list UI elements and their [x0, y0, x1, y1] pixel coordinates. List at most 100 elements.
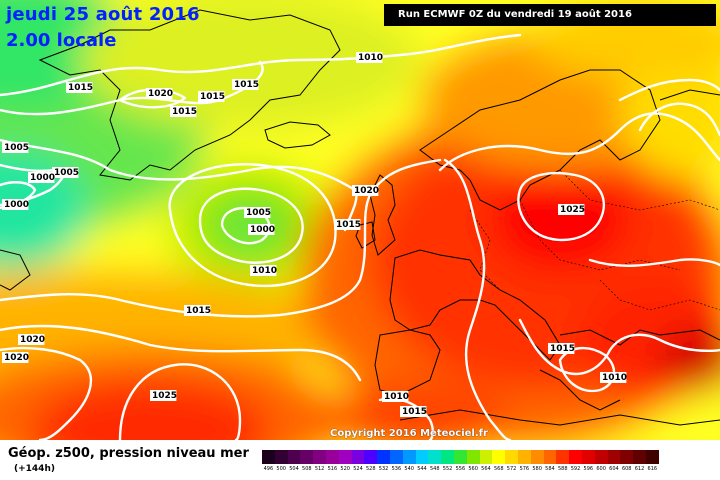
color-scale-swatch: [466, 450, 480, 464]
color-scale-swatch: [377, 450, 390, 464]
color-scale-label: 564: [481, 466, 491, 472]
isobar-label-bg: [52, 167, 79, 178]
color-scale-swatch: [325, 450, 339, 464]
color-scale-swatch: [581, 450, 595, 464]
color-scale-swatch: [364, 450, 378, 464]
color-scale-swatch: [594, 450, 608, 464]
isobar-label-bg: [18, 334, 45, 345]
color-scale-label: 576: [519, 466, 530, 472]
isobar-label-bg: [150, 390, 177, 401]
color-scale-swatch: [287, 450, 301, 464]
geopotential-map: 1010 1015 1020 1015 1015 1015 1005 1005 1000 1000…: [0, 0, 720, 440]
isobar-label: 1015: [172, 107, 197, 117]
color-scale-label: 516: [327, 466, 338, 472]
isobar-label-bg: [244, 207, 271, 218]
color-scale-label: 532: [378, 466, 389, 472]
color-scale-swatch: [645, 450, 659, 464]
color-scale-label: 580: [532, 466, 542, 472]
color-scale-label: 512: [314, 466, 325, 472]
color-scale-label: 548: [429, 466, 440, 472]
color-scale: [262, 450, 659, 464]
isobar-label-bg: [600, 372, 627, 383]
color-scale-swatch: [556, 450, 570, 464]
color-scale-label: 588: [557, 466, 568, 472]
isobar-label-bg: [248, 224, 275, 235]
isobar-label-bg: [558, 204, 585, 215]
coastlines: [0, 9, 720, 426]
color-scale-swatch: [633, 450, 646, 464]
color-scale-swatch: [607, 450, 621, 464]
color-scale-swatch: [492, 450, 506, 464]
isobar-label: 1020: [4, 353, 29, 363]
color-scale-swatch: [338, 450, 352, 464]
color-scale-swatch: [505, 450, 518, 464]
color-scale-label: 496: [263, 466, 274, 472]
color-scale-label: 600: [596, 466, 606, 472]
isobar-label: 1000: [250, 225, 275, 235]
color-scale-swatch: [274, 450, 288, 464]
isobar-labels: 1010 1015 1020 1015 1015 1015 1005 1005 1000 1000…: [2, 52, 627, 417]
isobar-label-bg: [2, 142, 29, 153]
color-scale-swatch: [415, 450, 429, 464]
isobar-label: 1010: [602, 373, 627, 383]
color-scale-labels: 496 500 504 508 512 516 520 524 528 532 536 540 544 5…: [262, 466, 659, 472]
color-scale-swatch: [389, 450, 403, 464]
legend-subtitle: (+144h): [14, 464, 55, 474]
color-scale-label: 540: [404, 466, 414, 472]
isobar-label-bg: [548, 343, 575, 354]
isobar-label: 1005: [4, 143, 29, 153]
isobar-label: 1000: [4, 200, 29, 210]
isobar-label: 1015: [550, 344, 575, 354]
color-scale-label: 552: [442, 466, 453, 472]
isobar-label-bg: [250, 265, 277, 276]
isobar-label-bg: [232, 79, 259, 90]
isobar-label-bg: [356, 52, 383, 63]
color-scale-swatch: [479, 450, 493, 464]
color-scale-swatch: [313, 450, 326, 464]
color-scale-label: 536: [391, 466, 402, 472]
color-scale-label: 504: [289, 466, 299, 472]
color-scale-label: 524: [353, 466, 363, 472]
isobar-label: 1015: [336, 220, 361, 230]
color-scale-label: 500: [276, 466, 286, 472]
color-scale-label: 568: [493, 466, 504, 472]
isobar-label-bg: [334, 219, 361, 230]
color-scale-label: 612: [634, 466, 645, 472]
color-scale-label: 592: [570, 466, 581, 472]
color-scale-swatch: [543, 450, 557, 464]
isobar-label: 1020: [20, 335, 45, 345]
isobar-label: 1020: [354, 186, 379, 196]
model-run-label: Run ECMWF 0Z du vendredi 19 août 2016: [384, 4, 716, 26]
isobar-label: 1010: [384, 392, 409, 402]
color-scale-swatch: [351, 450, 365, 464]
color-scale-swatch: [441, 450, 454, 464]
isobar-label: 1010: [252, 266, 277, 276]
isobar-label-bg: [2, 352, 29, 363]
geopotential-color-field: [0, 0, 720, 440]
isobar-label-bg: [146, 88, 173, 99]
color-scale-swatch: [428, 450, 442, 464]
isobar-label: 1025: [152, 391, 177, 401]
isobar-label-bg: [66, 82, 93, 93]
isobar-label: 1015: [234, 80, 259, 90]
color-scale-label: 520: [340, 466, 350, 472]
color-scale-label: 544: [417, 466, 427, 472]
isobar-label: 1015: [68, 83, 93, 93]
color-scale-swatch: [517, 450, 531, 464]
isobar-label-bg: [352, 185, 379, 196]
isobar-label-bg: [184, 305, 211, 316]
forecast-time: 2.00 locale: [6, 30, 117, 51]
color-scale-swatch: [402, 450, 416, 464]
forecast-date: jeudi 25 août 2016: [6, 4, 200, 25]
color-scale-label: 508: [302, 466, 312, 472]
isobar-label-bg: [28, 172, 55, 183]
isobar-label: 1005: [54, 168, 79, 178]
color-scale-swatch: [530, 450, 544, 464]
color-scale-swatch: [569, 450, 582, 464]
isobar-label: 1025: [560, 205, 585, 215]
legend-bar: Géop. z500, pression niveau mer (+144h) …: [0, 440, 720, 480]
color-scale-label: 556: [455, 466, 466, 472]
color-scale-swatch: [262, 450, 275, 464]
color-scale-label: 560: [468, 466, 478, 472]
copyright-notice: Copyright 2016 Meteociel.fr: [330, 428, 488, 439]
